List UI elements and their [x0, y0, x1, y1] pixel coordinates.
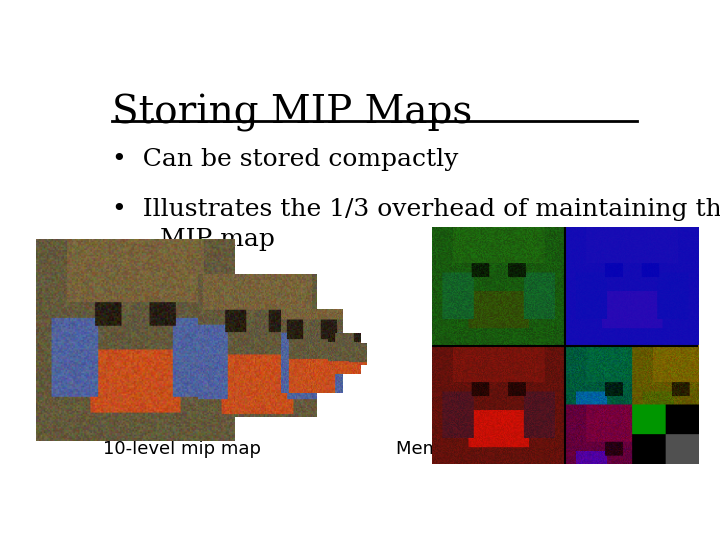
- Text: •  Illustrates the 1/3 overhead of maintaining the
      MIP map: • Illustrates the 1/3 overhead of mainta…: [112, 198, 720, 251]
- Text: •  Can be stored compactly: • Can be stored compactly: [112, 148, 459, 171]
- Text: Storing MIP Maps: Storing MIP Maps: [112, 94, 472, 132]
- Text: Memory format of a mip map: Memory format of a mip map: [396, 441, 660, 458]
- Text: 10-level mip map: 10-level mip map: [103, 441, 261, 458]
